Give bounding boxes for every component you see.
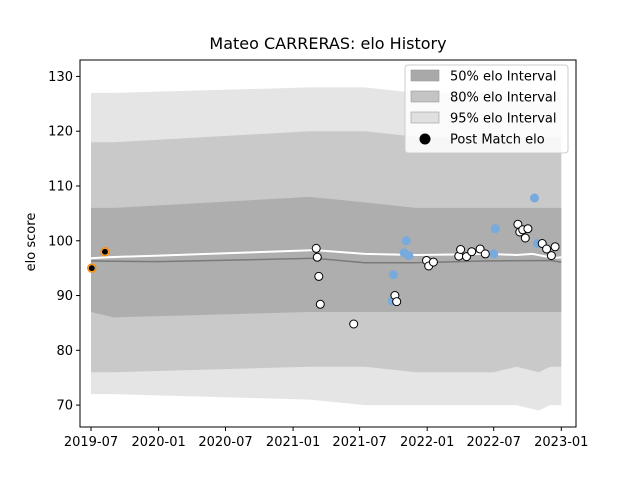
x-tick-label: 2020-01	[131, 435, 185, 450]
legend-marker	[419, 133, 431, 145]
y-tick-label: 90	[56, 289, 73, 304]
chart-title: Mateo CARRERAS: elo History	[209, 34, 446, 53]
pre-match-point	[401, 236, 411, 246]
y-tick-label: 70	[56, 399, 73, 414]
legend-swatch	[410, 69, 440, 82]
median-line	[90, 257, 562, 264]
post-match-point	[523, 224, 533, 234]
y-axis-label: elo score	[24, 213, 39, 272]
y-tick-label: 120	[48, 125, 73, 140]
post-match-point	[542, 244, 552, 254]
legend-swatch	[410, 111, 440, 124]
legend-box	[404, 64, 569, 154]
pre-match-point	[489, 249, 499, 259]
post-match-point	[428, 257, 438, 267]
post-match-point	[314, 271, 324, 281]
x-tick-label: 2021-07	[332, 435, 386, 450]
mean-elo-line	[90, 249, 562, 260]
y-tick-label: 80	[56, 344, 73, 359]
legend-label: Post Match elo	[450, 133, 545, 148]
legend-label: 80% elo Interval	[450, 91, 557, 106]
post-match-point	[480, 249, 490, 259]
legend-swatch	[410, 90, 440, 103]
pre-match-point	[530, 193, 539, 203]
post-match-point-core	[88, 265, 95, 272]
plot-frame	[79, 59, 577, 428]
post-match-point	[315, 299, 325, 309]
band-50	[91, 196, 562, 318]
y-tick-label: 110	[48, 179, 73, 194]
post-match-point	[456, 245, 466, 254]
post-match-point	[312, 252, 322, 262]
x-tick-label: 2022-01	[400, 435, 454, 450]
pre-match-point	[404, 251, 414, 261]
x-tick-label: 2020-07	[198, 435, 252, 450]
post-match-point	[546, 251, 556, 261]
x-tick-label: 2023-01	[534, 435, 588, 450]
x-tick-label: 2019-07	[64, 435, 118, 450]
post-match-point-core	[102, 248, 108, 255]
post-match-point	[467, 247, 477, 257]
x-tick-label: 2022-07	[467, 435, 521, 450]
legend: 50% elo Interval 80% elo Interval 95% elo …	[404, 64, 569, 154]
post-match-point	[550, 242, 560, 252]
y-tick-label: 130	[48, 70, 73, 85]
post-match-point	[349, 319, 359, 329]
legend-label: 95% elo Interval	[450, 112, 557, 127]
x-tick-label: 2021-01	[266, 435, 320, 450]
pre-match-point	[490, 224, 500, 234]
post-match-point	[520, 233, 530, 243]
legend-label: 50% elo Interval	[450, 70, 557, 85]
y-tick-label: 100	[48, 234, 73, 249]
post-match-point	[392, 297, 402, 307]
post-match-point	[311, 243, 321, 253]
pre-match-point	[388, 270, 398, 280]
